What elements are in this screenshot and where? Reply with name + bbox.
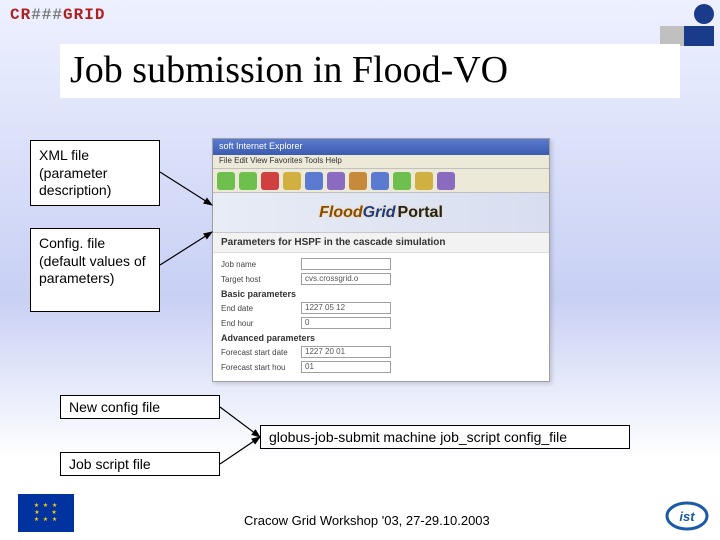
form-area: Job name Target host cvs.crossgrid.o Bas… — [213, 253, 549, 382]
field-jobname — [301, 258, 391, 270]
portal-banner: FloodGridPortal — [213, 193, 549, 233]
toolbar-icon — [261, 172, 279, 190]
crossgrid-hash: ### — [31, 6, 63, 24]
toolbar-icon — [393, 172, 411, 190]
toolbar-icon — [239, 172, 257, 190]
box-new-config-file: New config file — [60, 395, 220, 419]
arrow — [160, 232, 212, 265]
banner-portal: Portal — [398, 204, 443, 221]
arrow — [220, 437, 260, 464]
crossgrid-logo: CR###GRID — [10, 6, 105, 24]
box-config-file: Config. file (default values of paramete… — [30, 228, 160, 312]
label-target: Target host — [221, 275, 301, 284]
label-fchour: Forecast start hou — [221, 363, 301, 372]
toolbar-icon — [415, 172, 433, 190]
browser-menubar: File Edit View Favorites Tools Help — [213, 155, 549, 169]
sub-adv: Advanced parameters — [221, 333, 541, 343]
toolbar-icon — [327, 172, 345, 190]
eu-flag-icon: ★ ★ ★★ ★★ ★ ★ — [18, 494, 74, 532]
form-row: Target host cvs.crossgrid.o — [221, 273, 541, 285]
field-enddate: 1227 05 12 — [301, 302, 391, 314]
field-fcstart: 1227 20 01 — [301, 346, 391, 358]
label-endhour: End hour — [221, 319, 301, 328]
banner-flood: Flood — [319, 204, 363, 221]
toolbar-icon — [371, 172, 389, 190]
browser-toolbar — [213, 169, 549, 193]
banner-grid: Grid — [363, 204, 396, 221]
browser-screenshot: soft Internet Explorer File Edit View Fa… — [212, 138, 550, 382]
box-globus-command: globus-job-submit machine job_script con… — [260, 425, 630, 449]
browser-titlebar: soft Internet Explorer — [213, 139, 549, 155]
sub-basic: Basic parameters — [221, 289, 541, 299]
label-fcstart: Forecast start date — [221, 348, 301, 357]
label-enddate: End date — [221, 304, 301, 313]
toolbar-icon — [217, 172, 235, 190]
form-row: Forecast start hou 01 — [221, 361, 541, 373]
label-jobname: Job name — [221, 260, 301, 269]
toolbar-icon — [283, 172, 301, 190]
crossgrid-pre: CR — [10, 6, 31, 24]
slide-title: Job submission in Flood-VO — [60, 44, 680, 98]
arrow — [160, 172, 212, 205]
field-endhour: 0 — [301, 317, 391, 329]
box-xml-file: XML file (parameter description) — [30, 140, 160, 206]
footer-text: Cracow Grid Workshop '03, 27-29.10.2003 — [244, 513, 490, 528]
ist-logo: ist — [664, 500, 710, 532]
box-job-script-file: Job script file — [60, 452, 220, 476]
svg-text:ist: ist — [679, 509, 695, 524]
field-target: cvs.crossgrid.o — [301, 273, 391, 285]
field-fchour: 01 — [301, 361, 391, 373]
toolbar-icon — [305, 172, 323, 190]
crossgrid-post: GRID — [63, 6, 105, 24]
toolbar-icon — [437, 172, 455, 190]
toolbar-icon — [349, 172, 367, 190]
form-row: End hour 0 — [221, 317, 541, 329]
form-row: Job name — [221, 258, 541, 270]
form-row: Forecast start date 1227 20 01 — [221, 346, 541, 358]
form-section-header: Parameters for HSPF in the cascade simul… — [213, 233, 549, 253]
form-row: End date 1227 05 12 — [221, 302, 541, 314]
arrow — [220, 407, 260, 437]
